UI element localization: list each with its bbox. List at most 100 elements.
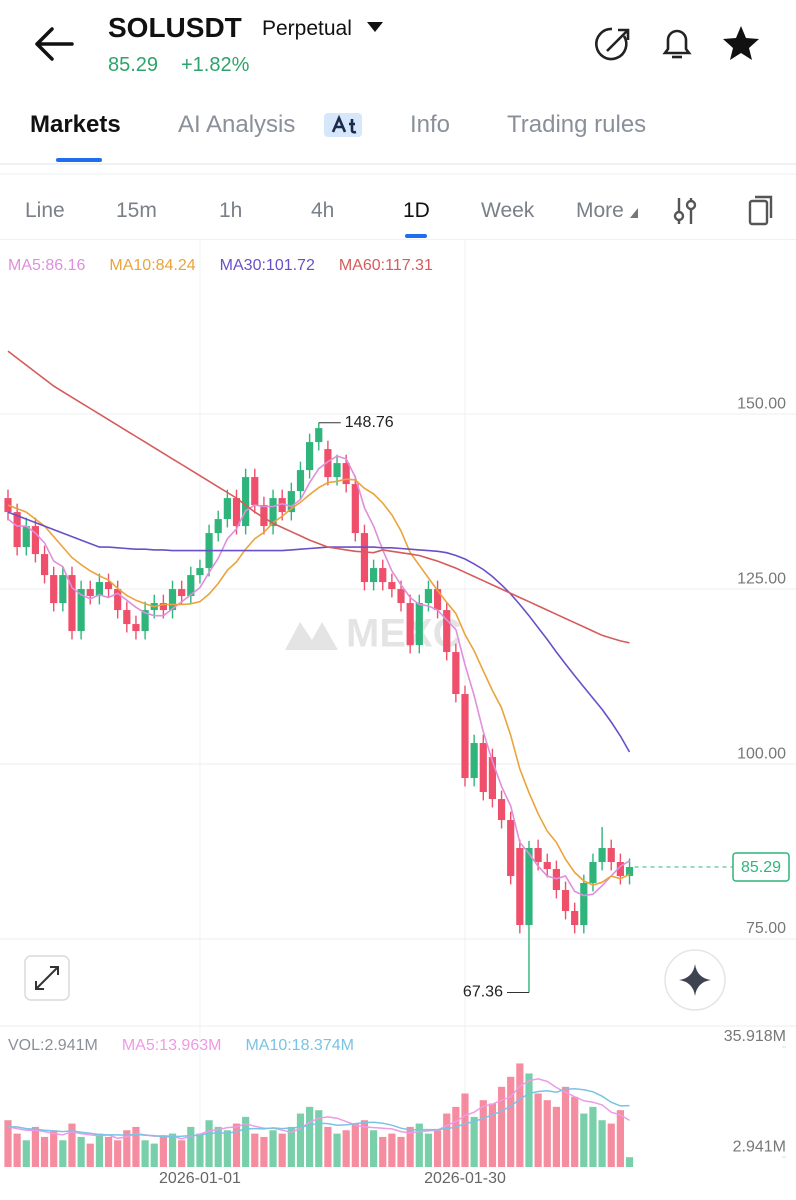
separator <box>0 173 796 175</box>
candle-body <box>598 848 606 863</box>
tab[interactable]: Trading rules <box>507 111 647 138</box>
candle-body <box>242 477 250 527</box>
interval[interactable]: 4h <box>311 199 335 222</box>
contract-type[interactable]: Perpetual <box>262 17 352 40</box>
contract-dropdown[interactable] <box>367 22 383 32</box>
candle-body <box>22 526 30 548</box>
volume-bar <box>561 1086 570 1167</box>
volume-bar <box>552 1106 560 1167</box>
volume-bar <box>351 1123 359 1167</box>
fullscreen-button[interactable] <box>24 955 70 1001</box>
volume-bar <box>196 1133 204 1167</box>
volume-bar <box>260 1136 268 1167</box>
volume-bar <box>104 1136 113 1167</box>
interval[interactable]: 1D <box>403 199 430 222</box>
legend-entry: MA10:18.374M <box>245 1037 354 1054</box>
ma-line <box>7 478 630 886</box>
candle-body <box>40 554 49 576</box>
watermark: MEXC <box>285 612 462 656</box>
volume-bar <box>452 1106 460 1167</box>
volume-bar <box>168 1133 177 1167</box>
candle-body <box>123 610 131 625</box>
tab[interactable]: AI Analysis <box>178 111 296 138</box>
candle-body <box>571 911 579 926</box>
candle-body <box>306 442 314 471</box>
candle-body <box>470 743 478 779</box>
candle-body <box>223 498 231 520</box>
volume-bar <box>406 1126 414 1167</box>
volume-bar <box>77 1136 85 1167</box>
interval[interactable]: 1h <box>219 199 243 222</box>
back-button[interactable] <box>35 27 74 61</box>
candle-body <box>168 589 177 611</box>
volume-bar <box>50 1130 58 1167</box>
interval[interactable]: Line <box>25 199 65 222</box>
volume-bar <box>497 1086 506 1167</box>
candle-body <box>232 498 241 527</box>
indicator-settings-button[interactable] <box>673 198 697 224</box>
volume-bar <box>251 1133 259 1167</box>
candle-body <box>379 568 387 583</box>
candle-body <box>104 582 113 590</box>
interval[interactable]: More <box>576 199 624 222</box>
volume-bar <box>232 1123 241 1167</box>
volume-bar <box>22 1140 30 1167</box>
volume-bar <box>580 1113 588 1167</box>
candle-body <box>507 820 515 877</box>
y-tick-label: 125.00 <box>737 570 786 587</box>
candle-body <box>4 498 12 513</box>
volume-bar <box>296 1113 305 1167</box>
candle-body <box>461 694 469 779</box>
watermark-text: MEXC <box>346 612 462 656</box>
share-button[interactable] <box>595 27 630 61</box>
more-arrow <box>630 208 638 218</box>
candle-body <box>370 568 378 583</box>
volume-bar <box>433 1130 442 1167</box>
candle-body <box>497 799 506 821</box>
ai-assistant-button[interactable] <box>664 949 726 1011</box>
volume-bar <box>342 1130 350 1167</box>
volume-bar <box>269 1130 277 1167</box>
y-tick-label: 2.941M <box>733 1138 786 1155</box>
x-tick-label: 2026-01-01 <box>159 1170 241 1187</box>
candle-body <box>324 449 332 478</box>
volume-bar <box>114 1140 122 1167</box>
candle-body <box>479 743 487 793</box>
volume-bar <box>306 1106 314 1167</box>
volume-bar <box>443 1113 451 1167</box>
candle-body <box>114 589 122 611</box>
candle-body <box>561 890 570 912</box>
candle-body <box>196 568 204 576</box>
tab[interactable]: Info <box>410 111 451 138</box>
y-tick-label: 35.918M <box>724 1028 786 1045</box>
favorite-button[interactable] <box>723 26 759 60</box>
interval[interactable]: 15m <box>116 199 157 222</box>
active-interval-indicator <box>405 234 427 238</box>
volume-bar <box>543 1100 551 1167</box>
volume-bar <box>479 1100 487 1167</box>
volume-bar <box>141 1140 149 1167</box>
candle-body <box>31 526 40 555</box>
volume-bar <box>132 1126 140 1167</box>
legend-entry: MA5:13.963M <box>122 1037 222 1054</box>
volume-bar <box>516 1063 524 1167</box>
y-tick-label: 75.00 <box>746 920 786 937</box>
tab[interactable]: Markets <box>30 111 121 138</box>
volume-bar <box>95 1133 103 1167</box>
volume-bar <box>59 1140 67 1167</box>
alert-button[interactable] <box>662 29 692 59</box>
interval[interactable]: Week <box>481 199 535 222</box>
volume-bar <box>223 1130 231 1167</box>
volume-bar <box>205 1120 213 1167</box>
candle-body <box>141 610 149 632</box>
volume-ma-line <box>8 1088 630 1138</box>
volume-bar <box>388 1133 396 1167</box>
chart-settings-button[interactable] <box>748 195 773 226</box>
volume-bar <box>415 1123 423 1167</box>
candle-body <box>607 848 615 863</box>
volume-bar <box>616 1110 624 1167</box>
candle-body <box>443 610 451 653</box>
volume-bar <box>13 1133 21 1167</box>
candle-body <box>214 519 222 534</box>
